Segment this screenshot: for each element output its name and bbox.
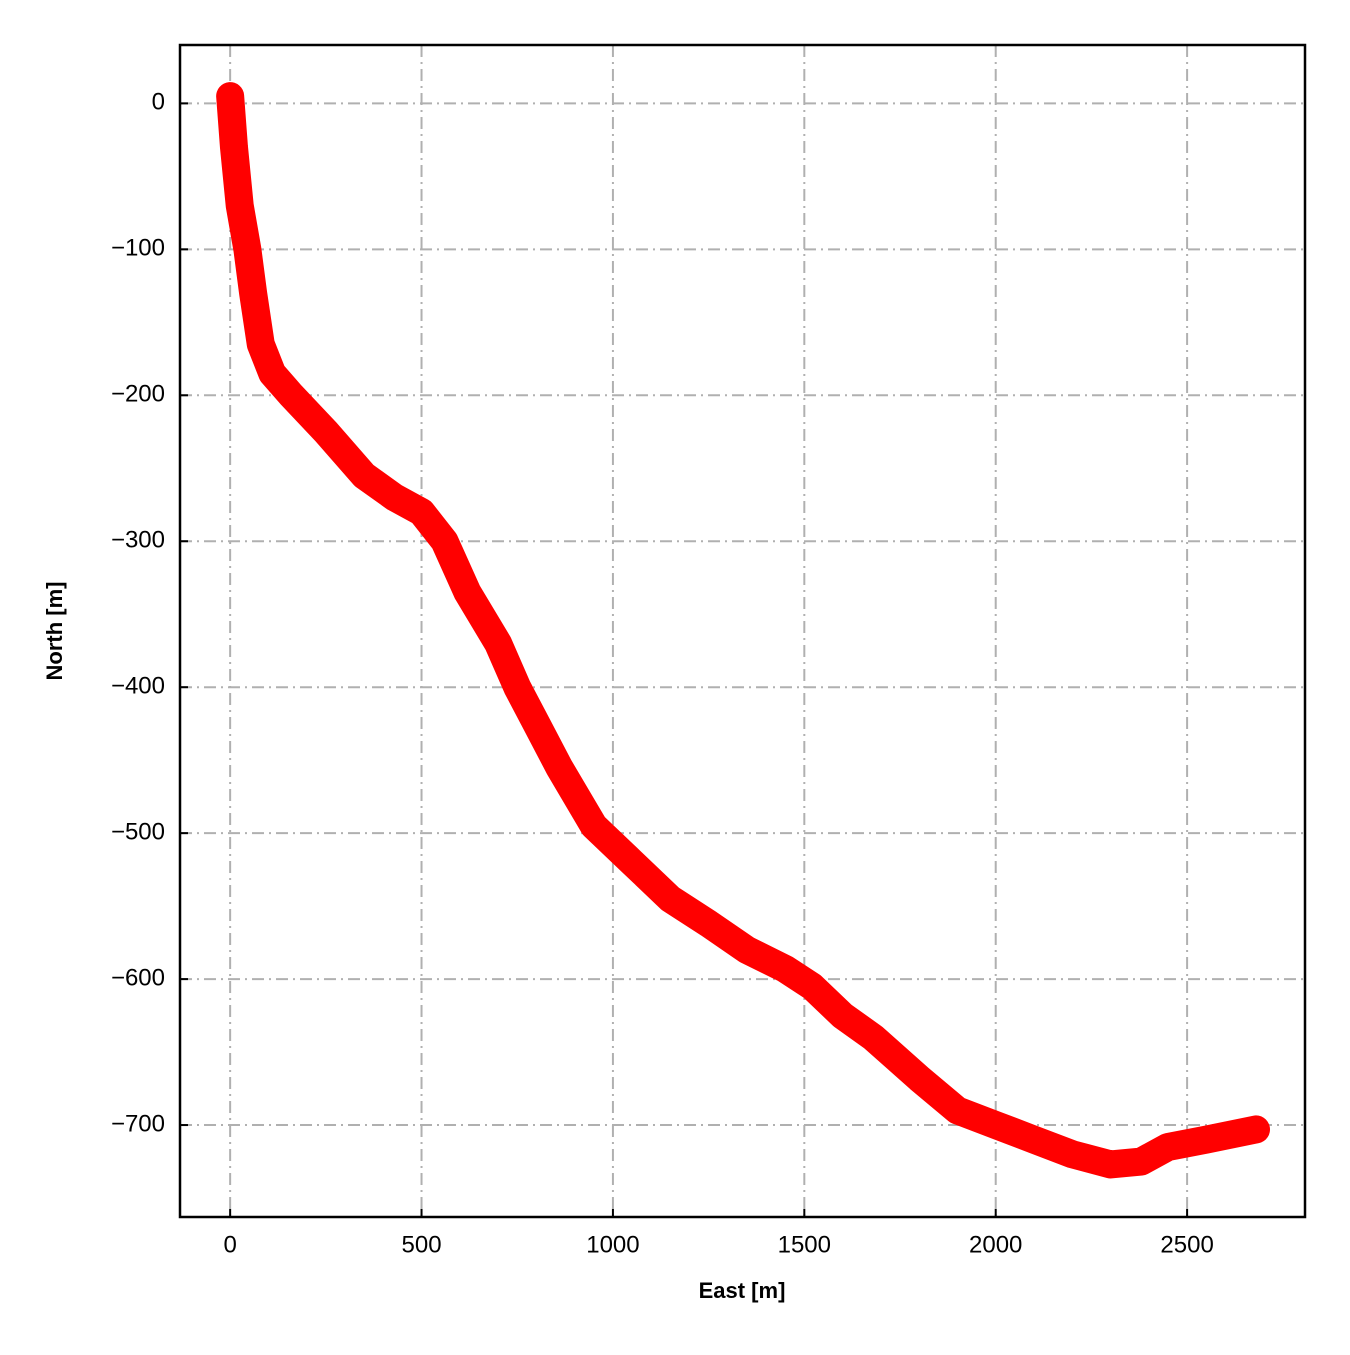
y-tick-label: −700 <box>111 1110 165 1137</box>
y-tick-label: −300 <box>111 527 165 554</box>
y-axis-label: North [m] <box>42 582 67 681</box>
y-tick-label: −500 <box>111 818 165 845</box>
y-tick-label: −100 <box>111 235 165 262</box>
x-tick-label: 1000 <box>586 1231 639 1258</box>
grid <box>180 45 1305 1217</box>
x-tick-label: 1500 <box>778 1231 831 1258</box>
y-tick-label: 0 <box>152 89 165 116</box>
y-tick-label: −400 <box>111 673 165 700</box>
y-tick-label: −200 <box>111 381 165 408</box>
x-tick-label: 500 <box>402 1231 442 1258</box>
x-tick-label: 0 <box>223 1231 236 1258</box>
x-tick-label: 2500 <box>1160 1231 1213 1258</box>
y-tick-label: −600 <box>111 964 165 991</box>
trajectory-line <box>216 82 1270 1179</box>
plot-frame <box>178 43 1307 1219</box>
marks <box>216 82 1270 1179</box>
x-tick-label: 2000 <box>969 1231 1022 1258</box>
x-axis-label: East [m] <box>699 1278 786 1303</box>
